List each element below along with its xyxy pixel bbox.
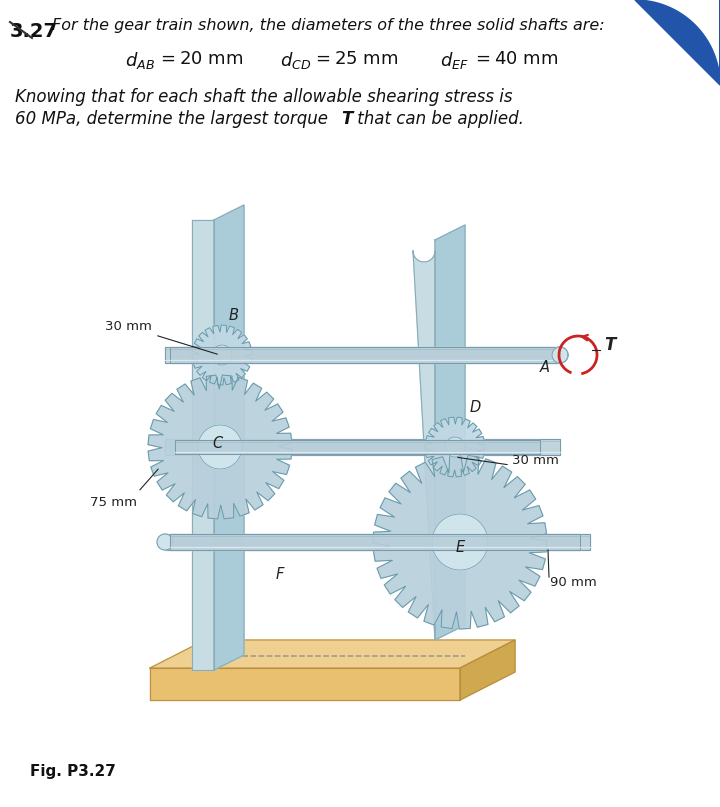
Text: 75 mm: 75 mm — [90, 495, 137, 508]
Polygon shape — [212, 345, 232, 365]
Text: $= 40\ \mathrm{mm}$: $= 40\ \mathrm{mm}$ — [472, 50, 559, 68]
Text: 30 mm: 30 mm — [512, 454, 559, 467]
Text: T: T — [341, 110, 352, 128]
Polygon shape — [552, 347, 568, 363]
Polygon shape — [198, 425, 242, 469]
Polygon shape — [157, 534, 173, 550]
Polygon shape — [170, 347, 560, 363]
Polygon shape — [552, 347, 568, 363]
Text: 60 MPa, determine the largest torque: 60 MPa, determine the largest torque — [15, 110, 333, 128]
Text: $d_{AB}$: $d_{AB}$ — [125, 50, 155, 71]
Text: $= 20\ \mathrm{mm}$: $= 20\ \mathrm{mm}$ — [157, 50, 243, 68]
Polygon shape — [214, 205, 244, 670]
Polygon shape — [150, 668, 460, 700]
Polygon shape — [150, 640, 515, 668]
Text: A: A — [540, 360, 550, 375]
Text: $d_{CD}$: $d_{CD}$ — [280, 50, 311, 71]
Polygon shape — [165, 534, 590, 550]
Polygon shape — [148, 375, 292, 519]
Text: For the gear train shown, the diameters of the three solid shafts are:: For the gear train shown, the diameters … — [52, 18, 605, 33]
Polygon shape — [413, 251, 435, 640]
Text: B: B — [229, 308, 239, 323]
Polygon shape — [192, 220, 214, 670]
Text: D: D — [470, 400, 481, 415]
Polygon shape — [460, 640, 515, 700]
Text: 3.27: 3.27 — [10, 22, 58, 41]
Polygon shape — [170, 534, 580, 550]
Polygon shape — [175, 440, 540, 454]
Polygon shape — [432, 514, 488, 570]
Text: C: C — [213, 436, 223, 450]
Polygon shape — [445, 437, 465, 457]
Polygon shape — [373, 455, 547, 629]
Text: that can be applied.: that can be applied. — [352, 110, 524, 128]
Polygon shape — [435, 225, 465, 640]
Text: T: T — [604, 336, 616, 354]
Text: Fig. P3.27: Fig. P3.27 — [30, 764, 116, 779]
Polygon shape — [165, 347, 560, 363]
Polygon shape — [192, 325, 252, 385]
Text: 90 mm: 90 mm — [550, 575, 597, 588]
Text: F: F — [276, 567, 284, 582]
Polygon shape — [165, 439, 560, 455]
Text: E: E — [455, 540, 464, 554]
Text: $d_{EF}$: $d_{EF}$ — [440, 50, 469, 71]
Text: 30 mm: 30 mm — [105, 320, 152, 333]
Polygon shape — [635, 0, 720, 85]
Polygon shape — [425, 417, 485, 477]
Text: $= 25\ \mathrm{mm}$: $= 25\ \mathrm{mm}$ — [312, 50, 398, 68]
Text: Knowing that for each shaft the allowable shearing stress is: Knowing that for each shaft the allowabl… — [15, 88, 513, 106]
